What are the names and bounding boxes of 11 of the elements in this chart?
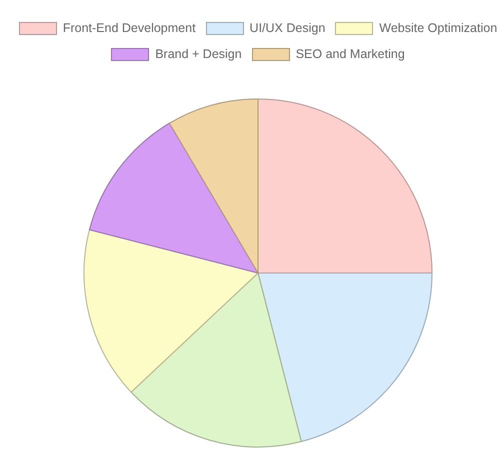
pie-slice: [84, 229, 258, 393]
legend-label: Website Optimization: [379, 21, 498, 35]
pie-slice: [258, 98, 432, 274]
pie-slice: [168, 98, 258, 274]
legend-label: UI/UX Design: [250, 21, 326, 35]
pie-slice: [88, 122, 258, 274]
legend-label: SEO and Marketing: [296, 47, 405, 61]
legend-label: Brand + Design: [155, 47, 242, 61]
pie-slice: [258, 272, 432, 442]
legend-label: Front-End Development: [62, 21, 196, 35]
pie-slice: [130, 272, 302, 448]
